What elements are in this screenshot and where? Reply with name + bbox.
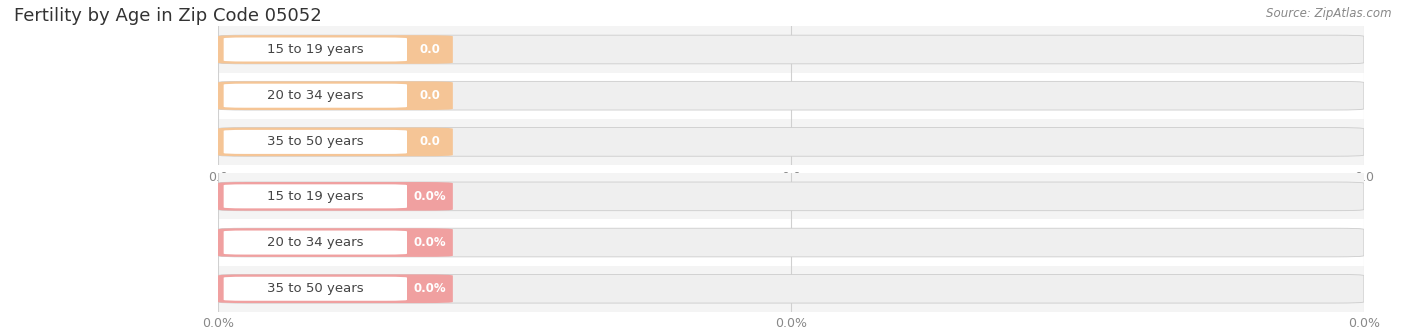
FancyBboxPatch shape: [218, 82, 453, 110]
FancyBboxPatch shape: [224, 38, 406, 61]
FancyBboxPatch shape: [218, 82, 1364, 110]
FancyBboxPatch shape: [218, 182, 453, 211]
FancyBboxPatch shape: [218, 228, 1364, 257]
Text: 0.0: 0.0: [419, 135, 440, 148]
FancyBboxPatch shape: [218, 128, 1364, 156]
FancyBboxPatch shape: [218, 35, 453, 64]
Text: Fertility by Age in Zip Code 05052: Fertility by Age in Zip Code 05052: [14, 7, 322, 25]
FancyBboxPatch shape: [224, 277, 406, 301]
Text: 35 to 50 years: 35 to 50 years: [267, 282, 364, 295]
FancyBboxPatch shape: [218, 128, 453, 156]
Text: 15 to 19 years: 15 to 19 years: [267, 190, 364, 203]
Bar: [218, 73, 1364, 119]
FancyBboxPatch shape: [218, 275, 1364, 303]
FancyBboxPatch shape: [224, 84, 406, 108]
Text: 35 to 50 years: 35 to 50 years: [267, 135, 364, 148]
Bar: [218, 219, 1364, 266]
FancyBboxPatch shape: [218, 228, 453, 257]
FancyBboxPatch shape: [218, 275, 453, 303]
FancyBboxPatch shape: [224, 130, 406, 154]
Text: 0.0%: 0.0%: [413, 282, 446, 295]
FancyBboxPatch shape: [224, 231, 406, 254]
Text: 0.0: 0.0: [419, 89, 440, 102]
Bar: [218, 173, 1364, 219]
FancyBboxPatch shape: [218, 182, 1364, 211]
Bar: [218, 266, 1364, 312]
Text: 15 to 19 years: 15 to 19 years: [267, 43, 364, 56]
Text: 0.0: 0.0: [419, 43, 440, 56]
Bar: [218, 119, 1364, 165]
Text: 0.0%: 0.0%: [413, 236, 446, 249]
FancyBboxPatch shape: [218, 35, 1364, 64]
Text: 0.0%: 0.0%: [413, 190, 446, 203]
Bar: [218, 26, 1364, 73]
FancyBboxPatch shape: [224, 184, 406, 208]
Text: 20 to 34 years: 20 to 34 years: [267, 89, 364, 102]
Text: 20 to 34 years: 20 to 34 years: [267, 236, 364, 249]
Text: Source: ZipAtlas.com: Source: ZipAtlas.com: [1267, 7, 1392, 19]
